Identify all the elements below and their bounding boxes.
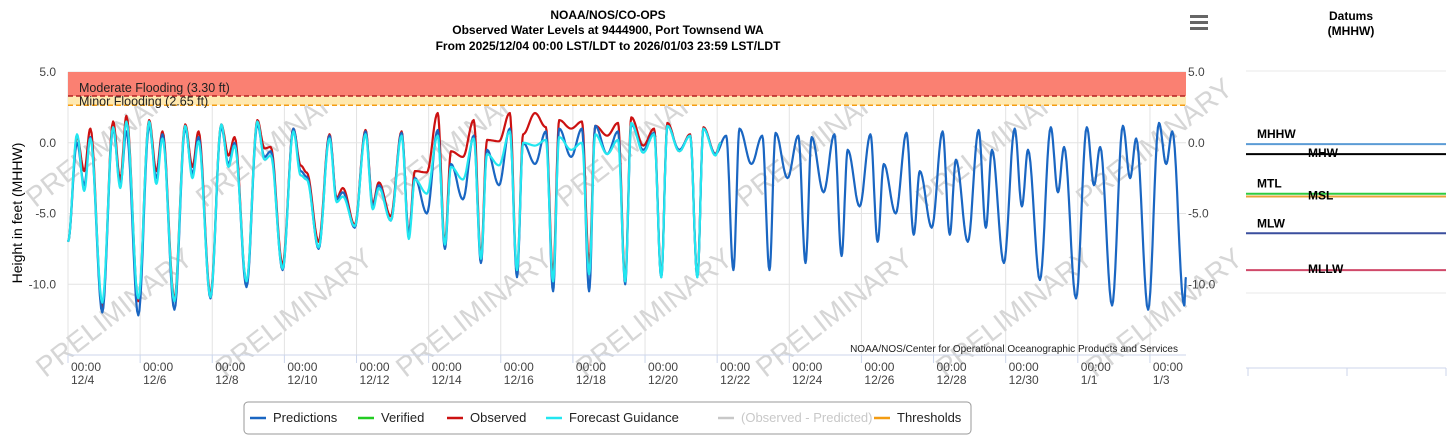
datum-label-mlw: MLW [1257,216,1286,230]
x-tick-time: 00:00 [215,360,245,374]
y-axis-title: Height in feet (MHHW) [9,143,25,284]
x-tick-time: 00:00 [1153,360,1183,374]
datums-title: Datums [1329,9,1373,23]
legend-label: Observed [470,410,526,425]
x-tick-time: 00:00 [360,360,390,374]
x-tick-date: 12/24 [792,373,822,387]
x-tick-date: 12/14 [432,373,462,387]
legend-item-predictions[interactable]: Predictions [250,410,338,425]
x-tick-time: 00:00 [937,360,967,374]
x-tick-date: 12/18 [576,373,606,387]
legend-label: Predictions [273,410,338,425]
legend-label: (Observed - Predicted) [741,410,873,425]
x-tick-date: 12/22 [720,373,750,387]
legend-item-verified[interactable]: Verified [358,410,424,425]
x-tick-time: 00:00 [504,360,534,374]
x-tick-time: 00:00 [576,360,606,374]
x-tick-time: 00:00 [648,360,678,374]
legend-box [243,401,972,435]
x-tick-date: 12/6 [143,373,167,387]
x-tick-time: 00:00 [287,360,317,374]
x-tick-time: 00:00 [792,360,822,374]
axes-layer: 5.0 5.00.0 0.0-5.0 -5.0-10.0 -10.000:0012/40… [29,65,1216,387]
x-tick-date: 12/20 [648,373,678,387]
datum-label-mtl: MTL [1257,177,1282,191]
x-tick-date: 1/1 [1081,373,1098,387]
minor-flood-band [68,96,1186,106]
x-tick-time: 00:00 [432,360,462,374]
x-tick-date: 12/26 [864,373,894,387]
x-tick-time: 00:00 [71,360,101,374]
legend-item-observed-predicted[interactable]: (Observed - Predicted) [718,410,873,425]
grid-lines [67,71,1186,355]
datum-label-mhw: MHW [1308,146,1339,160]
datums-subtitle: (MHHW) [1328,24,1375,38]
chart-title-line2: Observed Water Levels at 9444900, Port T… [452,23,764,37]
x-tick-date: 12/12 [360,373,390,387]
x-tick-date: 1/3 [1153,373,1170,387]
y-tick-label-right: 5.0 [1188,65,1205,79]
credit-text: NOAA/NOS/Center for Operational Oceanogr… [850,344,1178,355]
flood-zone-band [68,72,1186,97]
y-tick-label-left: -5.0 [35,207,56,221]
y-tick-label-right: -5.0 [1188,207,1209,221]
x-tick-date: 12/10 [287,373,317,387]
legend-label: Thresholds [897,410,962,425]
chart-title-line1: NOAA/NOS/CO-OPS [550,8,665,22]
series-layer [66,111,1188,317]
legend-label: Forecast Guidance [569,410,679,425]
x-tick-time: 00:00 [864,360,894,374]
x-tick-time: 00:00 [143,360,173,374]
hamburger-menu-icon[interactable] [1186,10,1212,36]
chart-title-line3: From 2025/12/04 00:00 LST/LDT to 2026/01… [436,39,781,53]
x-tick-date: 12/30 [1009,373,1039,387]
y-tick-label-left: 5.0 [39,65,56,79]
datum-label-mllw: MLLW [1308,262,1344,276]
legend-item-observed[interactable]: Observed [447,410,526,425]
x-tick-time: 00:00 [1081,360,1111,374]
legend-item-thresholds[interactable]: Thresholds [874,410,962,425]
x-tick-date: 12/8 [215,373,239,387]
datum-label-mhhw: MHHW [1257,127,1296,141]
x-tick-date: 12/16 [504,373,534,387]
threshold-label: Minor Flooding (2.65 ft) [79,94,208,108]
x-tick-time: 00:00 [1009,360,1039,374]
y-tick-label-left: 0.0 [39,136,56,150]
legend-item-forecast-guidance[interactable]: Forecast Guidance [546,410,679,425]
forecast-guidance-series-line [66,120,722,304]
datums-panel: MHHW MHW MTL MSL MLW MLLW [1246,70,1447,376]
y-tick-label-left: -10.0 [29,277,57,291]
legend-label: Verified [381,410,424,425]
legend: Predictions Verified Observed Forecast Guid… [250,410,962,425]
x-tick-date: 12/28 [937,373,967,387]
threshold-label: Moderate Flooding (3.30 ft) [79,81,230,95]
y-tick-label-right: 0.0 [1188,136,1205,150]
threshold-layer: Moderate Flooding (3.30 ft)Minor Floodin… [68,72,1186,108]
y-tick-label-right: -10.0 [1188,277,1216,291]
datum-label-msl: MSL [1308,189,1333,203]
x-tick-time: 00:00 [720,360,750,374]
x-tick-date: 12/4 [71,373,95,387]
